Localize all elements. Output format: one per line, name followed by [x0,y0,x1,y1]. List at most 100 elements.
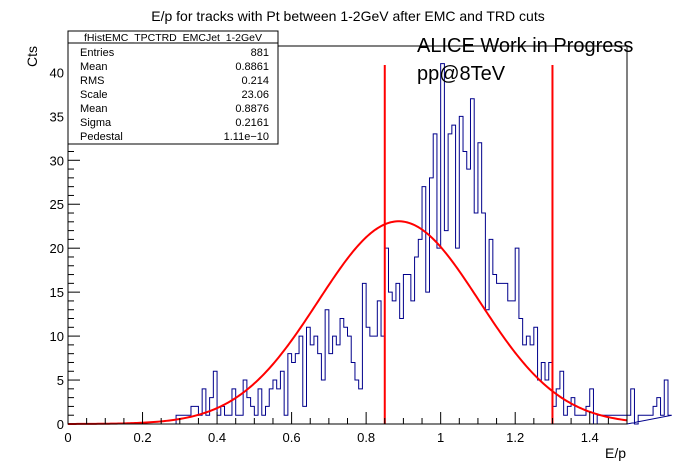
histogram-outline [172,63,672,425]
histogram-bin [612,415,616,424]
stats-row-value: 23.06 [241,89,269,101]
histogram-bin [213,371,217,424]
histogram-bin [198,415,202,424]
histogram-bin [374,336,378,424]
histogram-bin [239,415,243,424]
histogram-bin [653,406,657,424]
histogram-bin [273,380,277,424]
histogram-bin [631,389,635,424]
histogram-bin [243,380,247,424]
histogram-bin [489,239,493,424]
histogram-bin [258,389,262,424]
histogram-bin [377,301,381,424]
chart-title: E/p for tracks with Pt between 1-2GeV af… [151,8,544,24]
histogram-bin [299,336,303,424]
histogram-bin [400,319,404,424]
histogram-bin [340,319,344,424]
stats-box-frame [67,30,279,145]
histogram-bin [403,275,407,424]
x-tick-label: 0.2 [133,430,151,445]
y-axis-label: Cts [24,46,40,67]
histogram-bin [184,415,188,424]
histogram-bin [571,398,575,424]
histogram-bin [217,415,221,424]
histogram-bin [500,283,504,424]
annotation-alice: ALICE Work in Progress [417,35,633,57]
histogram-bin [221,406,225,424]
annotation-pp8tev: pp@8TeV [417,63,506,85]
histogram-bin [441,64,445,424]
histogram-bin [504,283,508,424]
x-tick-label: 1 [437,430,444,445]
histogram-bin [474,213,478,424]
histogram-bin [303,406,307,424]
histogram-bin [236,415,240,424]
histogram-bin [225,415,229,424]
stats-row-label: Mean [80,103,108,115]
histogram-bin [482,213,486,424]
histogram-bin [493,275,497,424]
histogram-bin [228,415,232,424]
histogram-bin [426,292,430,424]
histogram-bin [508,301,512,424]
histogram-bin [206,415,210,424]
histogram-bin [459,116,463,424]
stats-row-value: 0.2161 [235,117,269,129]
histogram-bin [526,336,530,424]
histogram-bin [422,187,426,424]
histogram-bin [284,415,288,424]
y-tick-label: 40 [50,65,64,80]
x-tick-label: 1.2 [506,430,524,445]
histogram-bin [262,415,266,424]
histogram-bin [448,134,452,424]
histogram-bin [232,389,236,424]
histogram-bin [351,362,355,424]
stats-row-label: Sigma [80,117,112,129]
histogram-bin [538,380,542,424]
histogram-bin [325,310,329,424]
histogram-bin [478,143,482,424]
histogram-bin [336,345,340,424]
stats-row-label: Scale [80,89,108,101]
histogram-bin [254,415,258,424]
x-tick-label: 0.6 [283,430,301,445]
histogram-bin [251,406,255,424]
histogram-bin [564,415,568,424]
histogram-bin [541,362,545,424]
histogram-bin [202,389,206,424]
stats-row-label: Pedestal [80,131,123,143]
histogram-bin [456,248,460,424]
x-axis: 0 0.2 0.4 0.6 0.8 1 1.2 1.4 [64,412,628,445]
histogram-bin [567,406,571,424]
stats-row-label: RMS [80,75,104,87]
histogram-bin [415,257,419,424]
histogram-bin [344,327,348,424]
stats-row-value: 0.8876 [235,103,269,115]
histogram-bin [463,151,467,424]
histogram-series [172,63,672,425]
stats-box-title: fHistEMC_TPCTRD_EMCJet_1-2GeV [84,32,262,44]
histogram-bin [333,336,337,424]
histogram-bin [668,415,672,424]
y-tick-label: 30 [50,153,64,168]
histogram-bin [515,248,519,424]
histogram-bin [485,310,489,424]
histogram-bin [429,178,433,424]
gaussian-fit-curve [67,220,628,425]
y-tick-label: 25 [50,197,64,212]
histogram-bin [590,389,594,424]
y-tick-label: 0 [57,417,64,432]
y-tick-label: 10 [50,329,64,344]
histogram-bin [359,389,363,424]
histogram-bin [575,415,579,424]
histogram-bin [277,389,281,424]
x-tick-label: 0.4 [208,430,226,445]
histogram-bin [407,275,411,424]
histogram-bin [247,398,251,424]
histogram-bin [519,319,523,424]
histogram-bin [586,406,590,424]
stats-row-value: 1.11e−10 [224,131,269,143]
histogram-bin [582,415,586,424]
histogram-bin [467,169,471,424]
